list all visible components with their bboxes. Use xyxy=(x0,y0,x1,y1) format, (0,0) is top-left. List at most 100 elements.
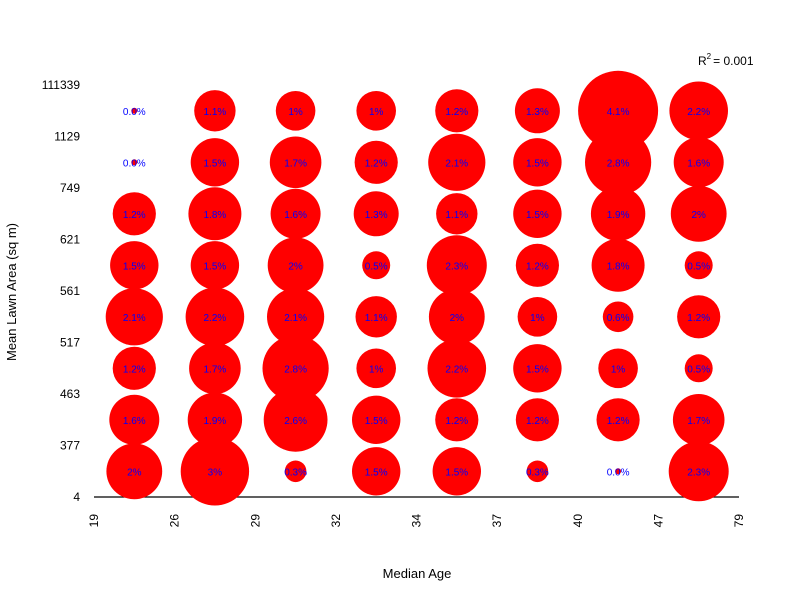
bubble-value-label: 1.2% xyxy=(445,107,468,118)
bubble xyxy=(517,297,558,337)
y-tick-label: 1129 xyxy=(54,130,80,144)
bubble-value-label: 4.1% xyxy=(607,107,630,118)
bubble-value-label: 1.2% xyxy=(123,364,146,375)
bubble-value-label: 0.3% xyxy=(526,467,549,478)
y-tick-label: 377 xyxy=(60,439,80,453)
bubble-value-label: 1.1% xyxy=(365,313,388,324)
bubble xyxy=(669,81,728,141)
bubble xyxy=(352,447,401,496)
bubble xyxy=(109,394,160,445)
bubble-value-label: 1.2% xyxy=(445,416,468,427)
bubble xyxy=(435,89,479,133)
bubble-value-label: 1.2% xyxy=(365,158,388,169)
bubble-value-label: 2.8% xyxy=(284,364,307,375)
r-squared-annotation: R2 = 0.001 xyxy=(698,52,754,68)
bubble-value-label: 1.1% xyxy=(204,107,227,118)
bubble-value-label: 2.1% xyxy=(284,313,307,324)
y-tick-label: 749 xyxy=(60,181,80,195)
bubble xyxy=(513,138,562,187)
bubble-value-label: 1.3% xyxy=(365,210,388,221)
bubble xyxy=(515,243,560,287)
x-tick-label: 26 xyxy=(168,514,182,528)
bubble xyxy=(668,441,729,502)
bubble xyxy=(426,235,487,296)
bubble xyxy=(263,387,328,452)
bubble-value-label: 1.2% xyxy=(526,261,549,272)
bubble-value-label: 0.5% xyxy=(687,261,710,272)
bubble-value-label: 1.2% xyxy=(607,416,630,427)
bubble-value-label: 0.0% xyxy=(123,107,146,118)
bubble-value-label: 2% xyxy=(127,467,142,478)
bubble-value-label: 1.2% xyxy=(687,313,710,324)
x-tick-label: 47 xyxy=(651,514,665,528)
y-tick-label: 111339 xyxy=(42,78,81,92)
bubble xyxy=(684,251,713,280)
bubble xyxy=(513,189,562,238)
y-tick-labels: 4 377 463 517 561 621 749 1129 111339 xyxy=(42,78,81,504)
r-squared-prefix: R xyxy=(698,54,707,68)
bubble xyxy=(352,395,401,444)
bubble-value-label: 1.6% xyxy=(284,210,307,221)
bubble-value-label: 1.2% xyxy=(123,210,146,221)
bubble-value-label: 2.6% xyxy=(284,416,307,427)
bubble xyxy=(602,301,634,333)
bubble-value-label: 1% xyxy=(288,107,303,118)
bubble xyxy=(670,185,727,242)
bubble xyxy=(356,91,397,131)
bubble-value-label: 1.2% xyxy=(526,416,549,427)
bubble xyxy=(526,460,549,483)
bubble-value-label: 2.1% xyxy=(445,158,468,169)
bubble xyxy=(435,398,479,442)
bubble xyxy=(590,186,646,241)
bubble xyxy=(672,394,725,446)
bubble xyxy=(189,342,241,395)
x-tick-label: 32 xyxy=(329,514,343,528)
bubble xyxy=(105,288,163,346)
bubble xyxy=(188,187,242,241)
bubble xyxy=(596,398,640,442)
x-tick-label: 34 xyxy=(410,514,424,528)
bubble-value-label: 1.7% xyxy=(284,158,307,169)
bubble-value-label: 1.5% xyxy=(445,467,468,478)
bubble-value-label: 1.5% xyxy=(204,261,227,272)
y-tick-label: 561 xyxy=(60,284,80,298)
bubble xyxy=(267,237,324,294)
bubble-value-label: 1.1% xyxy=(445,210,468,221)
bubble xyxy=(515,398,560,442)
bubble xyxy=(110,241,159,290)
bubble-labels-layer: 2% 1.6% 1.2% 2.1% 1.5% 1.2% 0.0% 0.0% 3% 1.9% 1.7%… xyxy=(123,107,710,478)
bubble xyxy=(180,437,250,506)
x-tick-label: 37 xyxy=(490,514,504,528)
bubble-value-label: 2.8% xyxy=(607,158,630,169)
bubble-value-label: 3% xyxy=(208,467,223,478)
bubble xyxy=(131,107,138,114)
bubble xyxy=(112,346,156,390)
bubble xyxy=(275,91,316,131)
bubble xyxy=(187,392,243,447)
bubble-value-label: 1.5% xyxy=(365,416,388,427)
x-tick-labels: 19 26 29 32 34 37 40 47 79 xyxy=(87,514,746,528)
x-tick-label: 29 xyxy=(248,514,262,528)
bubble-value-label: 0.5% xyxy=(365,261,388,272)
bubble xyxy=(578,70,659,151)
bubble-value-label: 2.3% xyxy=(445,261,468,272)
bubble xyxy=(428,288,485,345)
bubble xyxy=(270,188,321,239)
bubble xyxy=(354,140,398,184)
bubble-value-label: 1.5% xyxy=(526,210,549,221)
bubble xyxy=(106,443,163,500)
bubble-value-label: 1% xyxy=(369,107,384,118)
bubble xyxy=(269,136,322,189)
bubble-value-label: 1.7% xyxy=(687,416,710,427)
y-tick-label: 517 xyxy=(60,336,80,350)
bubble-value-label: 1% xyxy=(530,313,545,324)
bubble-value-label: 2.2% xyxy=(204,313,227,324)
bubble-value-label: 2% xyxy=(450,313,465,324)
bubble-value-label: 1.6% xyxy=(687,158,710,169)
bubble-value-label: 0.0% xyxy=(123,158,146,169)
bubble-value-label: 1.5% xyxy=(526,364,549,375)
bubble-value-label: 1.9% xyxy=(607,210,630,221)
bubble xyxy=(591,238,645,292)
bubble-value-label: 0.5% xyxy=(687,364,710,375)
